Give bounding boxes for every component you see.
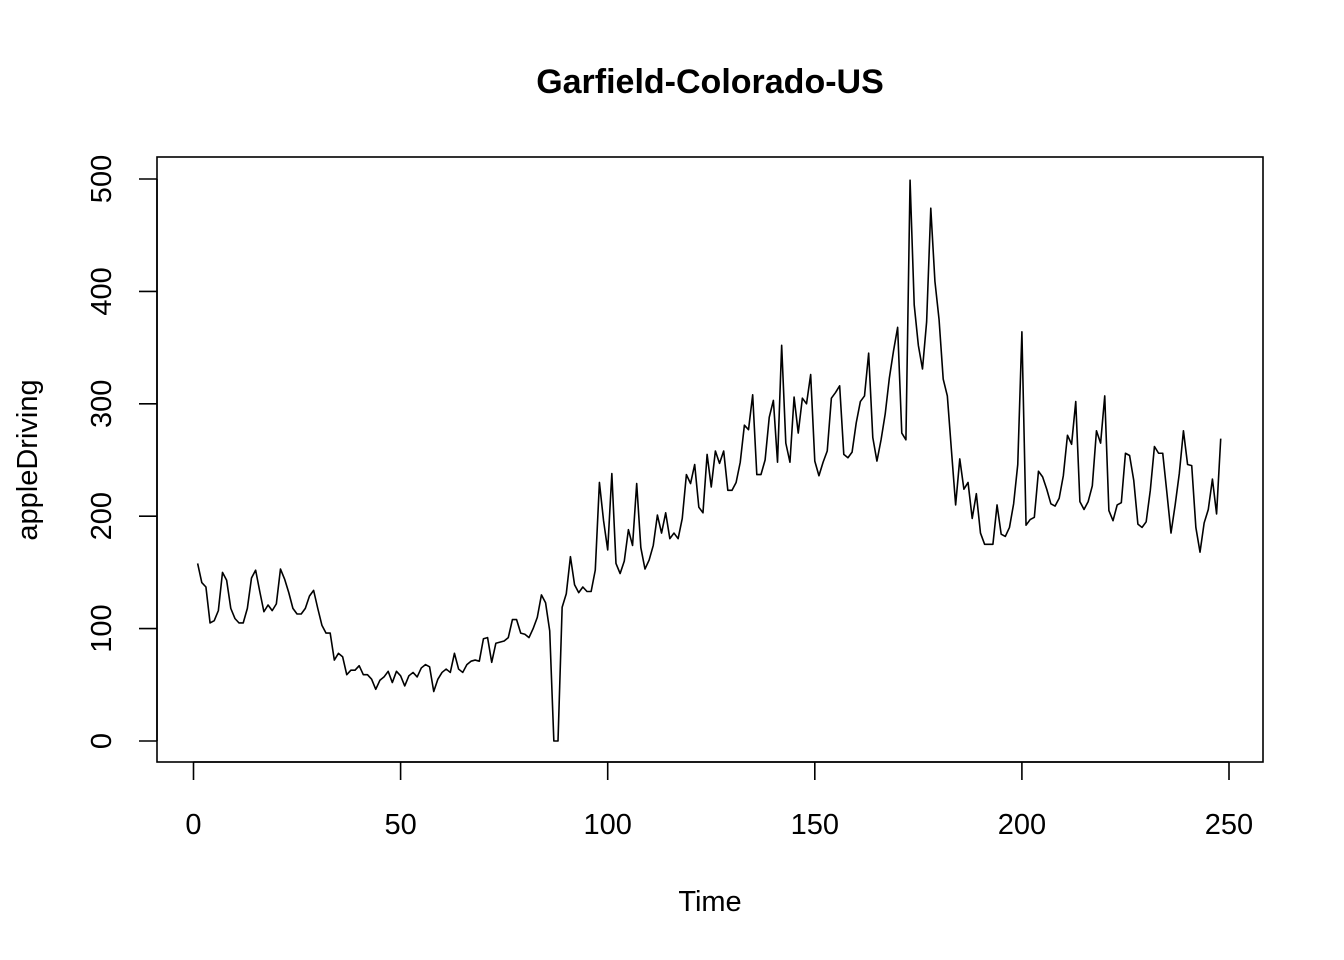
x-tick-label: 50 <box>384 809 416 841</box>
y-tick-label: 400 <box>86 267 118 315</box>
x-tick-label: 100 <box>584 809 632 841</box>
y-axis: 0 100 200 300 400 500 <box>86 155 158 749</box>
x-tick-label: 200 <box>998 809 1046 841</box>
x-axis: 0 50 100 150 200 250 <box>185 761 1253 841</box>
x-tick-label: 250 <box>1205 809 1253 841</box>
y-tick-label: 0 <box>86 733 118 749</box>
x-tick-label: 0 <box>185 809 201 841</box>
y-tick-label: 200 <box>86 492 118 540</box>
chart-title: Garfield-Colorado-US <box>536 63 884 101</box>
y-axis-label: appleDriving <box>12 379 44 540</box>
x-axis-label: Time <box>678 886 741 918</box>
series-line <box>196 179 1222 742</box>
plot-frame <box>156 156 1264 763</box>
y-tick-label: 500 <box>86 155 118 203</box>
x-tick-label: 150 <box>791 809 839 841</box>
y-tick-label: 300 <box>86 380 118 428</box>
y-tick-label: 100 <box>86 604 118 652</box>
